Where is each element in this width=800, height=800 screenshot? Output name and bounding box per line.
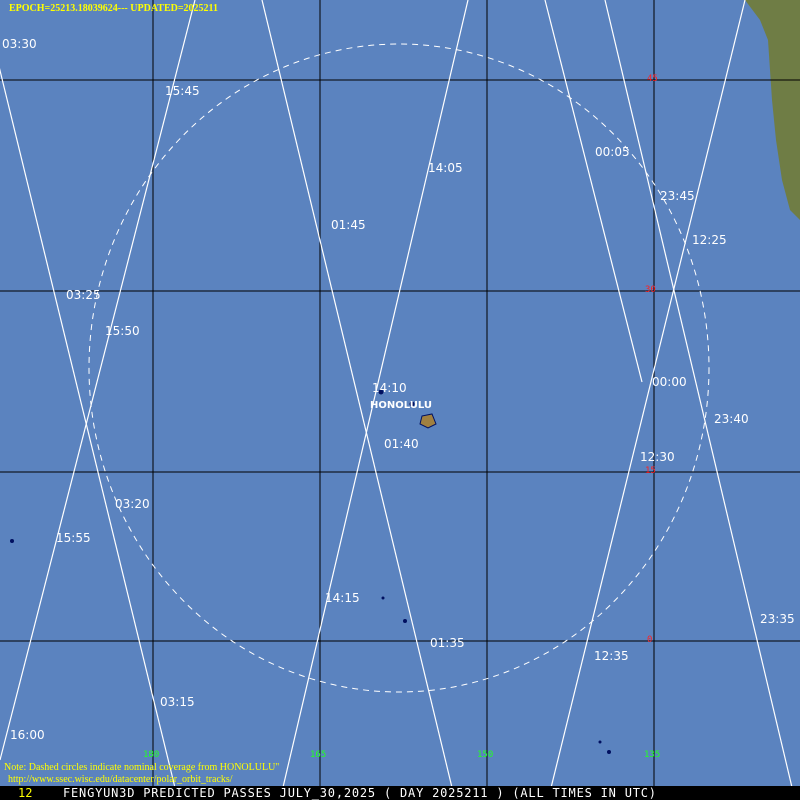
pass-time: 16:00	[10, 728, 45, 742]
pass-time: 03:25	[66, 288, 101, 302]
epoch-text: EPOCH=25213.18039624	[9, 3, 118, 14]
lat-label: 0	[647, 635, 653, 645]
hawaii-big-island	[419, 413, 437, 429]
pass-time: 03:20	[115, 497, 150, 511]
island	[378, 389, 384, 395]
island	[381, 596, 385, 600]
pass-time: 23:40	[714, 412, 749, 426]
frame-number: 12	[18, 786, 33, 800]
island	[598, 740, 602, 744]
source-url[interactable]: http://www.ssec.wisc.edu/datacenter/pola…	[8, 774, 233, 785]
bottom-title-bar: 12 FENGYUN3D PREDICTED PASSES JULY_30,20…	[0, 786, 800, 800]
lon-label: 135	[644, 750, 661, 760]
separator: ---	[117, 3, 128, 14]
pass-time: 15:45	[165, 84, 200, 98]
pass-time: 14:10	[372, 381, 407, 395]
lat-label: 30	[645, 285, 656, 295]
lat-label: 15	[645, 466, 656, 476]
pass-time: 15:55	[56, 531, 91, 545]
epoch-header: EPOCH=25213.18039624--- UPDATED=2025211	[9, 3, 218, 14]
coverage-circle	[88, 43, 710, 693]
lon-label: 180	[143, 750, 160, 760]
pass-time: 01:35	[430, 636, 465, 650]
pass-time: 00:00	[652, 375, 687, 389]
pass-time: 14:05	[428, 161, 463, 175]
pass-time: 12:30	[640, 450, 675, 464]
lon-label: 150	[477, 750, 494, 760]
pass-time: 03:30	[2, 37, 37, 51]
pass-time: 12:35	[594, 649, 629, 663]
lat-label: 45	[647, 74, 658, 84]
island	[403, 619, 407, 623]
lon-label: 165	[310, 750, 327, 760]
pass-time: 01:40	[384, 437, 419, 451]
updated-text: UPDATED=2025211	[130, 3, 219, 14]
pass-time: 12:25	[692, 233, 727, 247]
pass-time: 00:05	[595, 145, 630, 159]
island	[607, 750, 611, 754]
north-america-coast	[745, 0, 800, 220]
pass-time: 23:35	[760, 612, 795, 626]
island	[10, 539, 14, 543]
pass-time: 03:15	[160, 695, 195, 709]
pass-time: 14:15	[325, 591, 360, 605]
island	[409, 401, 415, 407]
pass-time: 23:45	[660, 189, 695, 203]
coverage-note: Note: Dashed circles indicate nominal co…	[4, 762, 280, 773]
pass-time: 15:50	[105, 324, 140, 338]
station-label: HONOLULU	[370, 400, 433, 411]
map-title: FENGYUN3D PREDICTED PASSES JULY_30,2025 …	[63, 786, 657, 800]
pass-time: 01:45	[331, 218, 366, 232]
